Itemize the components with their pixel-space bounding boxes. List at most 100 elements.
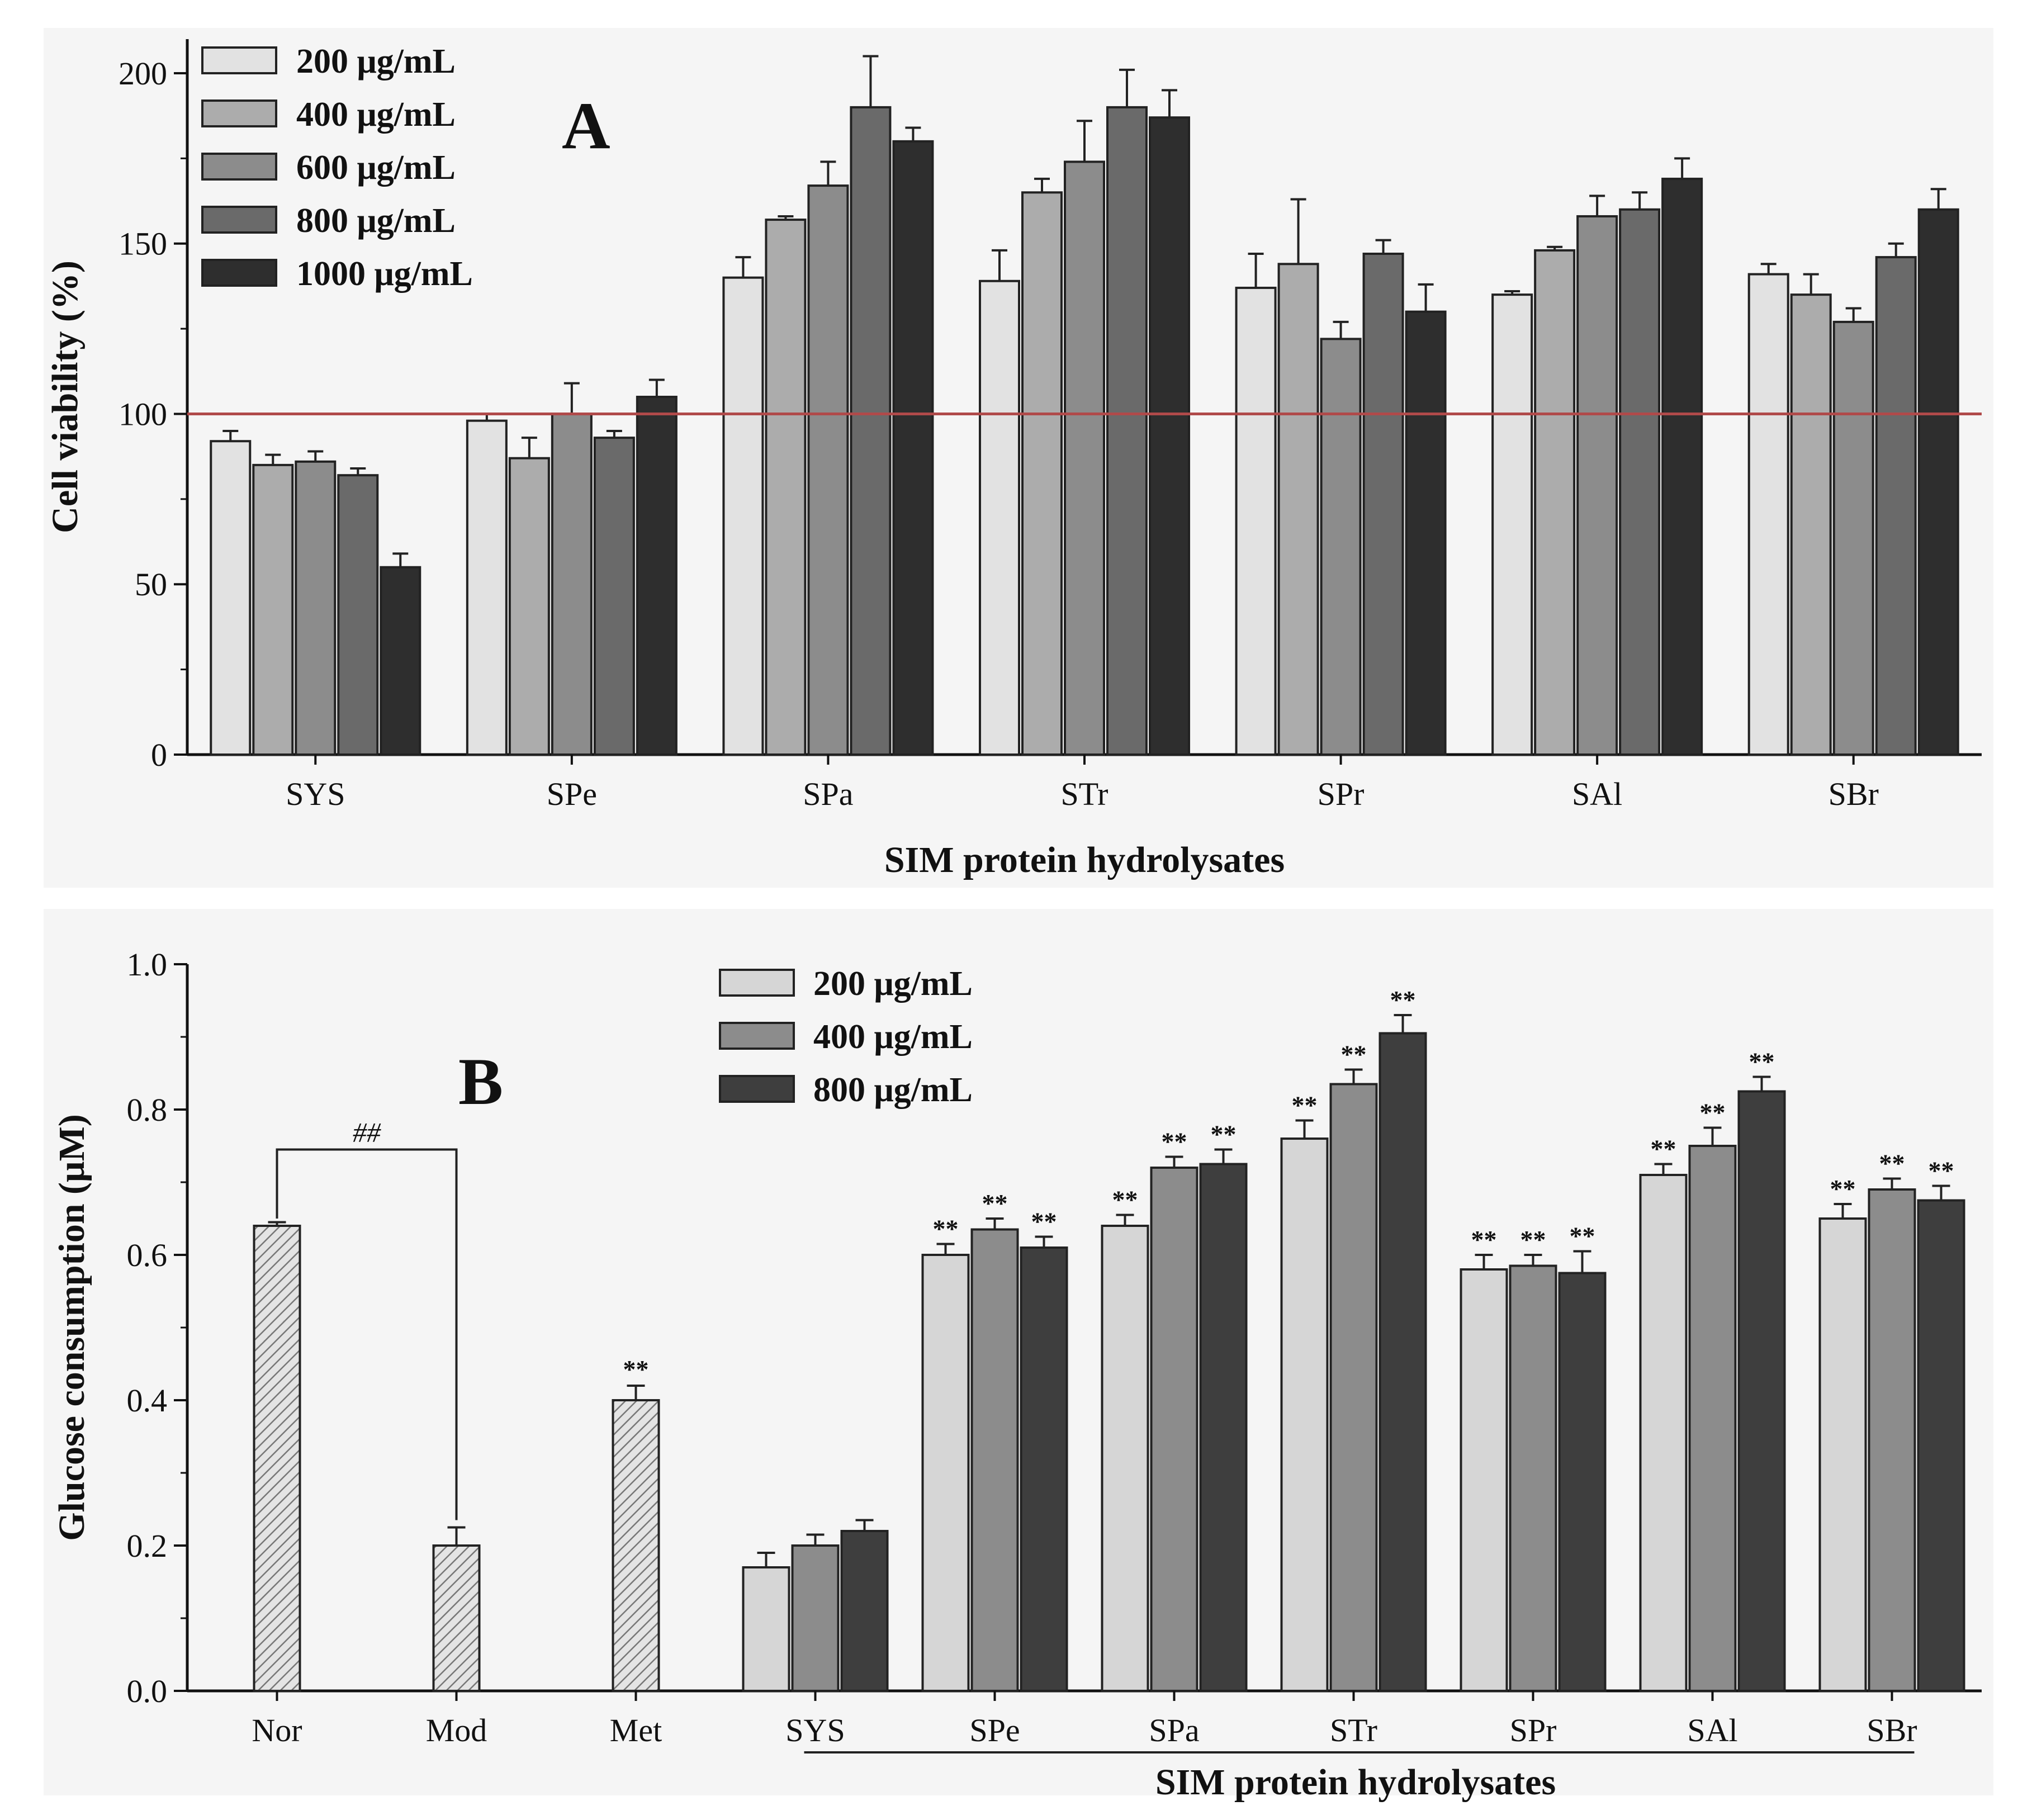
bar-spr-series-0	[1235, 286, 1277, 756]
significance-marker: **	[1700, 1098, 1726, 1127]
y-tick-label: 1.0	[127, 946, 168, 983]
significance-marker: **	[1292, 1091, 1318, 1120]
significance-marker: **	[1162, 1127, 1187, 1156]
legend-label: 400 μg/mL	[813, 1018, 973, 1056]
significance-marker: **	[1830, 1174, 1856, 1203]
x-tick-label: SYS	[286, 776, 345, 812]
bar-sal-series-2	[1576, 215, 1618, 756]
legend-swatch	[201, 99, 277, 127]
bar-spa-series-2	[1199, 1163, 1248, 1692]
bar-str-series-1	[1021, 191, 1063, 756]
significance-marker: **	[1651, 1135, 1676, 1163]
x-tick-label: SYS	[785, 1712, 845, 1748]
x-tick-label: SAl	[1572, 776, 1622, 812]
bar-spr-series-1	[1277, 263, 1319, 756]
bar-sys-series-3	[337, 474, 379, 756]
bar-sys-series-4	[380, 566, 421, 756]
bar-spa-series-4	[892, 140, 934, 756]
bar-sys-series-0	[210, 440, 252, 756]
bar-sbr-series-2	[1917, 1199, 1965, 1692]
legend-swatch	[719, 969, 795, 997]
significance-marker: **	[1211, 1120, 1237, 1149]
legend-swatch	[201, 46, 277, 74]
bar-sys-series-1	[252, 463, 294, 756]
panel-label-a: A	[562, 88, 610, 163]
bar-sbr-series-3	[1875, 256, 1917, 756]
legend-label: 800 μg/mL	[296, 202, 456, 240]
bar-str-series-1	[1329, 1083, 1378, 1692]
bar-spa-series-0	[1101, 1225, 1149, 1692]
x-tick-label: SPa	[1149, 1712, 1199, 1748]
significance-marker: **	[1749, 1048, 1775, 1076]
x-tick-label: Mod	[426, 1712, 487, 1748]
significance-marker: **	[1879, 1149, 1905, 1178]
panel-b-glucose-consumption-chart: 0.0 0.2 0.4 0.6 0.8 1.0 Nor Mod ** Met ## SYS ** ** **…	[51, 946, 1982, 1803]
y-tick-label: 150	[119, 226, 167, 262]
y-tick-label: 0.6	[127, 1237, 168, 1273]
bar-spa-series-3	[850, 106, 892, 756]
bar-sbr-series-4	[1917, 208, 1959, 756]
legend-swatch	[719, 1022, 795, 1050]
panel-a-cell-viability-chart: 0 50 100 150 200 SYS SPe SPa STr SPr SAl SBr SIM pro…	[45, 39, 1982, 880]
significance-marker: **	[1341, 1040, 1367, 1069]
significance-marker: **	[933, 1215, 959, 1243]
legend-swatch	[201, 153, 277, 181]
legend-swatch	[201, 206, 277, 234]
bar-sal-series-1	[1688, 1145, 1737, 1692]
y-tick-label: 0.2	[127, 1528, 168, 1564]
bar-spe-series-1	[970, 1228, 1019, 1692]
significance-marker: **	[1929, 1157, 1954, 1185]
y-tick-label: 0.8	[127, 1092, 168, 1128]
y-axis-title: Cell viability (%)	[45, 260, 86, 533]
bar-str-series-0	[1280, 1138, 1329, 1692]
panel-label-b: B	[458, 1044, 503, 1118]
bar-spr-series-3	[1362, 253, 1404, 756]
bar-spr-series-1	[1509, 1264, 1557, 1692]
legend-label: 800 μg/mL	[813, 1071, 973, 1109]
bar-spr-series-2	[1558, 1272, 1607, 1692]
significance-marker: **	[982, 1189, 1008, 1217]
legend-label: 200 μg/mL	[296, 42, 456, 80]
y-tick-label: 50	[135, 566, 167, 603]
bar-met	[612, 1399, 660, 1692]
x-tick-label: SBr	[1828, 776, 1879, 812]
bar-sal-series-0	[1491, 293, 1533, 756]
bar-spe-series-0	[921, 1254, 970, 1692]
x-tick-label: SAl	[1687, 1712, 1737, 1748]
bar-sal-series-3	[1619, 208, 1661, 756]
bar-sal-series-0	[1639, 1174, 1688, 1692]
bar-sal-series-2	[1737, 1090, 1786, 1692]
x-tick-label: SPr	[1510, 1712, 1557, 1748]
bar-spa-series-1	[1150, 1167, 1198, 1692]
bracket-label: ##	[353, 1117, 381, 1148]
legend-swatch	[719, 1075, 795, 1103]
bar-sbr-series-1	[1868, 1188, 1916, 1692]
x-tick-label: SPr	[1318, 776, 1365, 812]
legend-label: 600 μg/mL	[296, 149, 456, 187]
bar-spa-series-0	[722, 276, 764, 756]
bar-sys-series-2	[295, 460, 337, 756]
bar-str-series-4	[1149, 116, 1190, 756]
legend-swatch	[201, 259, 277, 287]
significance-marker: **	[1570, 1222, 1595, 1250]
x-tick-label: STr	[1330, 1712, 1377, 1748]
x-tick-label: SPa	[803, 776, 853, 812]
bar-sbr-series-0	[1747, 273, 1789, 756]
bar-sal-series-1	[1534, 249, 1576, 756]
y-tick-label: 0.0	[127, 1673, 168, 1709]
bar-sbr-series-2	[1832, 320, 1874, 756]
y-tick-label: 0.4	[127, 1382, 168, 1419]
bar-sys-series-0	[742, 1566, 790, 1692]
bar-spa-series-1	[765, 219, 807, 756]
bar-spe-series-2	[551, 413, 593, 756]
bar-spr-series-2	[1320, 338, 1362, 756]
y-axis-title: Glucose consumption (μM)	[51, 1114, 92, 1541]
bar-mod	[432, 1544, 481, 1692]
bar-str-series-2	[1378, 1032, 1427, 1692]
significance-marker: **	[1471, 1225, 1497, 1254]
bar-spe-series-0	[466, 419, 508, 756]
x-tick-label: SBr	[1867, 1712, 1917, 1748]
bar-sbr-series-0	[1818, 1217, 1867, 1692]
bar-spr-series-0	[1460, 1268, 1508, 1692]
